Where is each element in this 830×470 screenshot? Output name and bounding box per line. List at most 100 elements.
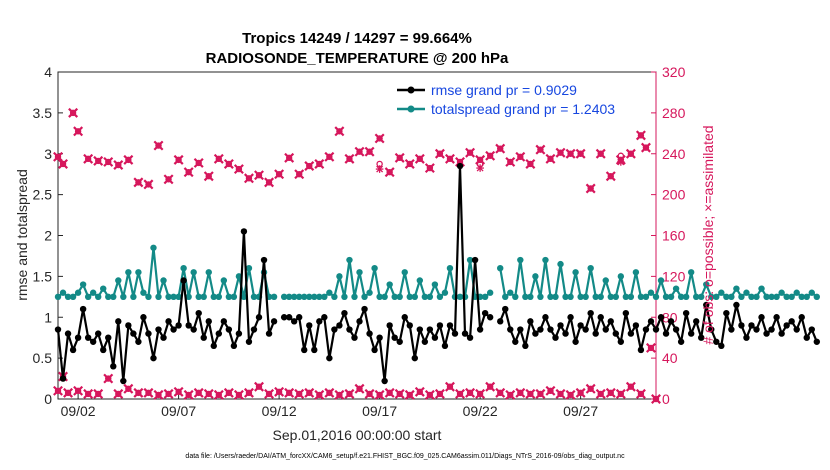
obs-possible-dot [326,153,333,161]
obs-possible-dot [416,388,424,396]
rmse-line [284,164,491,383]
y-tick-label-left: 4 [44,64,52,80]
obs-possible-dot [547,155,554,163]
obs-possible-dot [456,390,464,398]
obs-possible-dot [84,390,92,398]
obs-count-upper-marker [304,161,315,171]
totalspread-point [682,293,690,301]
totalspread-point [637,293,645,301]
totalspread-point [652,293,660,301]
obs-possible-dot [466,389,474,397]
totalspread-point [738,293,745,301]
totalspread-point [110,293,117,301]
rmse-point [416,326,424,333]
totalspread-point [758,285,765,292]
obs-possible-dot [296,390,303,398]
totalspread-point [195,293,202,301]
totalspread-point [783,293,790,301]
obs-count-upper-marker [254,170,264,181]
totalspread-point [401,269,408,276]
obs-possible-dot [225,160,233,168]
obs-possible-dot [497,389,504,397]
rmse-point [436,322,444,329]
obs-count-lower-marker [635,388,646,399]
totalspread-point [326,289,333,296]
obs-count-lower-marker [545,385,556,396]
rmse-point [69,346,77,354]
rmse-point [290,318,298,325]
obs-count-upper-marker [364,146,375,157]
rmse-point [54,326,62,333]
y-tick-label-right: 40 [662,350,678,366]
totalspread-point [235,273,243,280]
totalspread-point [95,293,102,301]
totalspread-point [215,293,223,301]
rmse-line [499,303,818,351]
obs-count-lower-marker [153,389,164,400]
totalspread-point [361,293,368,301]
obs-possible-dot [406,391,413,399]
totalspread-point [622,293,630,301]
rmse-point [693,318,700,325]
obs-assimilated-marker [476,164,484,172]
obs-possible-dot [426,164,434,172]
obs-count-upper-marker [58,158,69,169]
y-tick-label-right: 200 [662,187,686,203]
obs-count-lower-marker [414,386,425,397]
obs-count-lower-marker [645,342,656,353]
rmse-point [793,326,800,333]
obs-count-lower-marker [103,373,114,384]
rmse-point [59,375,67,382]
obs-possible-dot [265,179,273,186]
rmse-point [160,334,167,341]
rmse-point [396,338,403,345]
obs-count-lower-marker [63,387,74,398]
totalspread-point [808,289,815,296]
rmse-point [471,256,479,264]
obs-count-lower-marker [123,383,134,394]
rmse-point [135,338,142,345]
obs-count-upper-marker [203,171,214,182]
totalspread-point [59,289,67,296]
totalspread-point [135,269,142,276]
rmse-point [773,314,780,321]
totalspread-point [240,293,248,301]
rmse-point [406,322,413,329]
x-tick-label: 09/02 [61,403,96,419]
obs-count-lower-marker [625,381,636,392]
obs-possible-dot [567,150,574,157]
totalspread-point [532,273,539,280]
obs-count-upper-marker [264,177,275,188]
obs-count-lower-marker [465,387,476,398]
obs-count-upper-marker [354,146,365,157]
totalspread-point [411,293,418,301]
rmse-point [125,322,132,329]
rmse-point [250,326,258,333]
rmse-point [265,330,273,337]
obs-assimilated-stroke [476,164,484,172]
rmse-point [321,314,328,321]
obs-possible-dot [54,387,62,395]
totalspread-point [155,293,162,301]
rmse-point [280,314,288,321]
totalspread-point [336,273,343,280]
obs-count-upper-marker [495,143,506,154]
obs-count-upper-marker [243,173,254,184]
obs-possible-dot [547,387,554,395]
totalspread-point [311,293,318,301]
totalspread-point [743,289,750,296]
obs-count-lower-marker [374,389,385,400]
rmse-point [326,354,333,362]
obs-possible-dot [135,179,142,186]
obs-count-upper-marker [193,157,204,168]
totalspread-point [421,293,429,301]
obs-possible-dot [175,388,182,396]
totalspread-point [441,289,449,296]
totalspread-point [793,289,800,296]
obs-possible-dot [637,390,645,398]
totalspread-point [642,293,650,301]
totalspread-point [321,293,328,301]
rmse-point [577,322,584,329]
rmse-point [79,305,87,313]
obs-possible-dot [69,109,77,117]
